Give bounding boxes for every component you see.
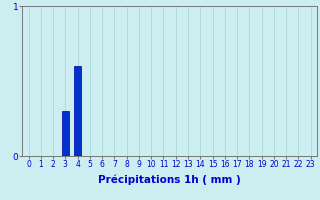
- X-axis label: Précipitations 1h ( mm ): Précipitations 1h ( mm ): [98, 175, 241, 185]
- Bar: [74, 66, 81, 156]
- Bar: [62, 111, 69, 156]
